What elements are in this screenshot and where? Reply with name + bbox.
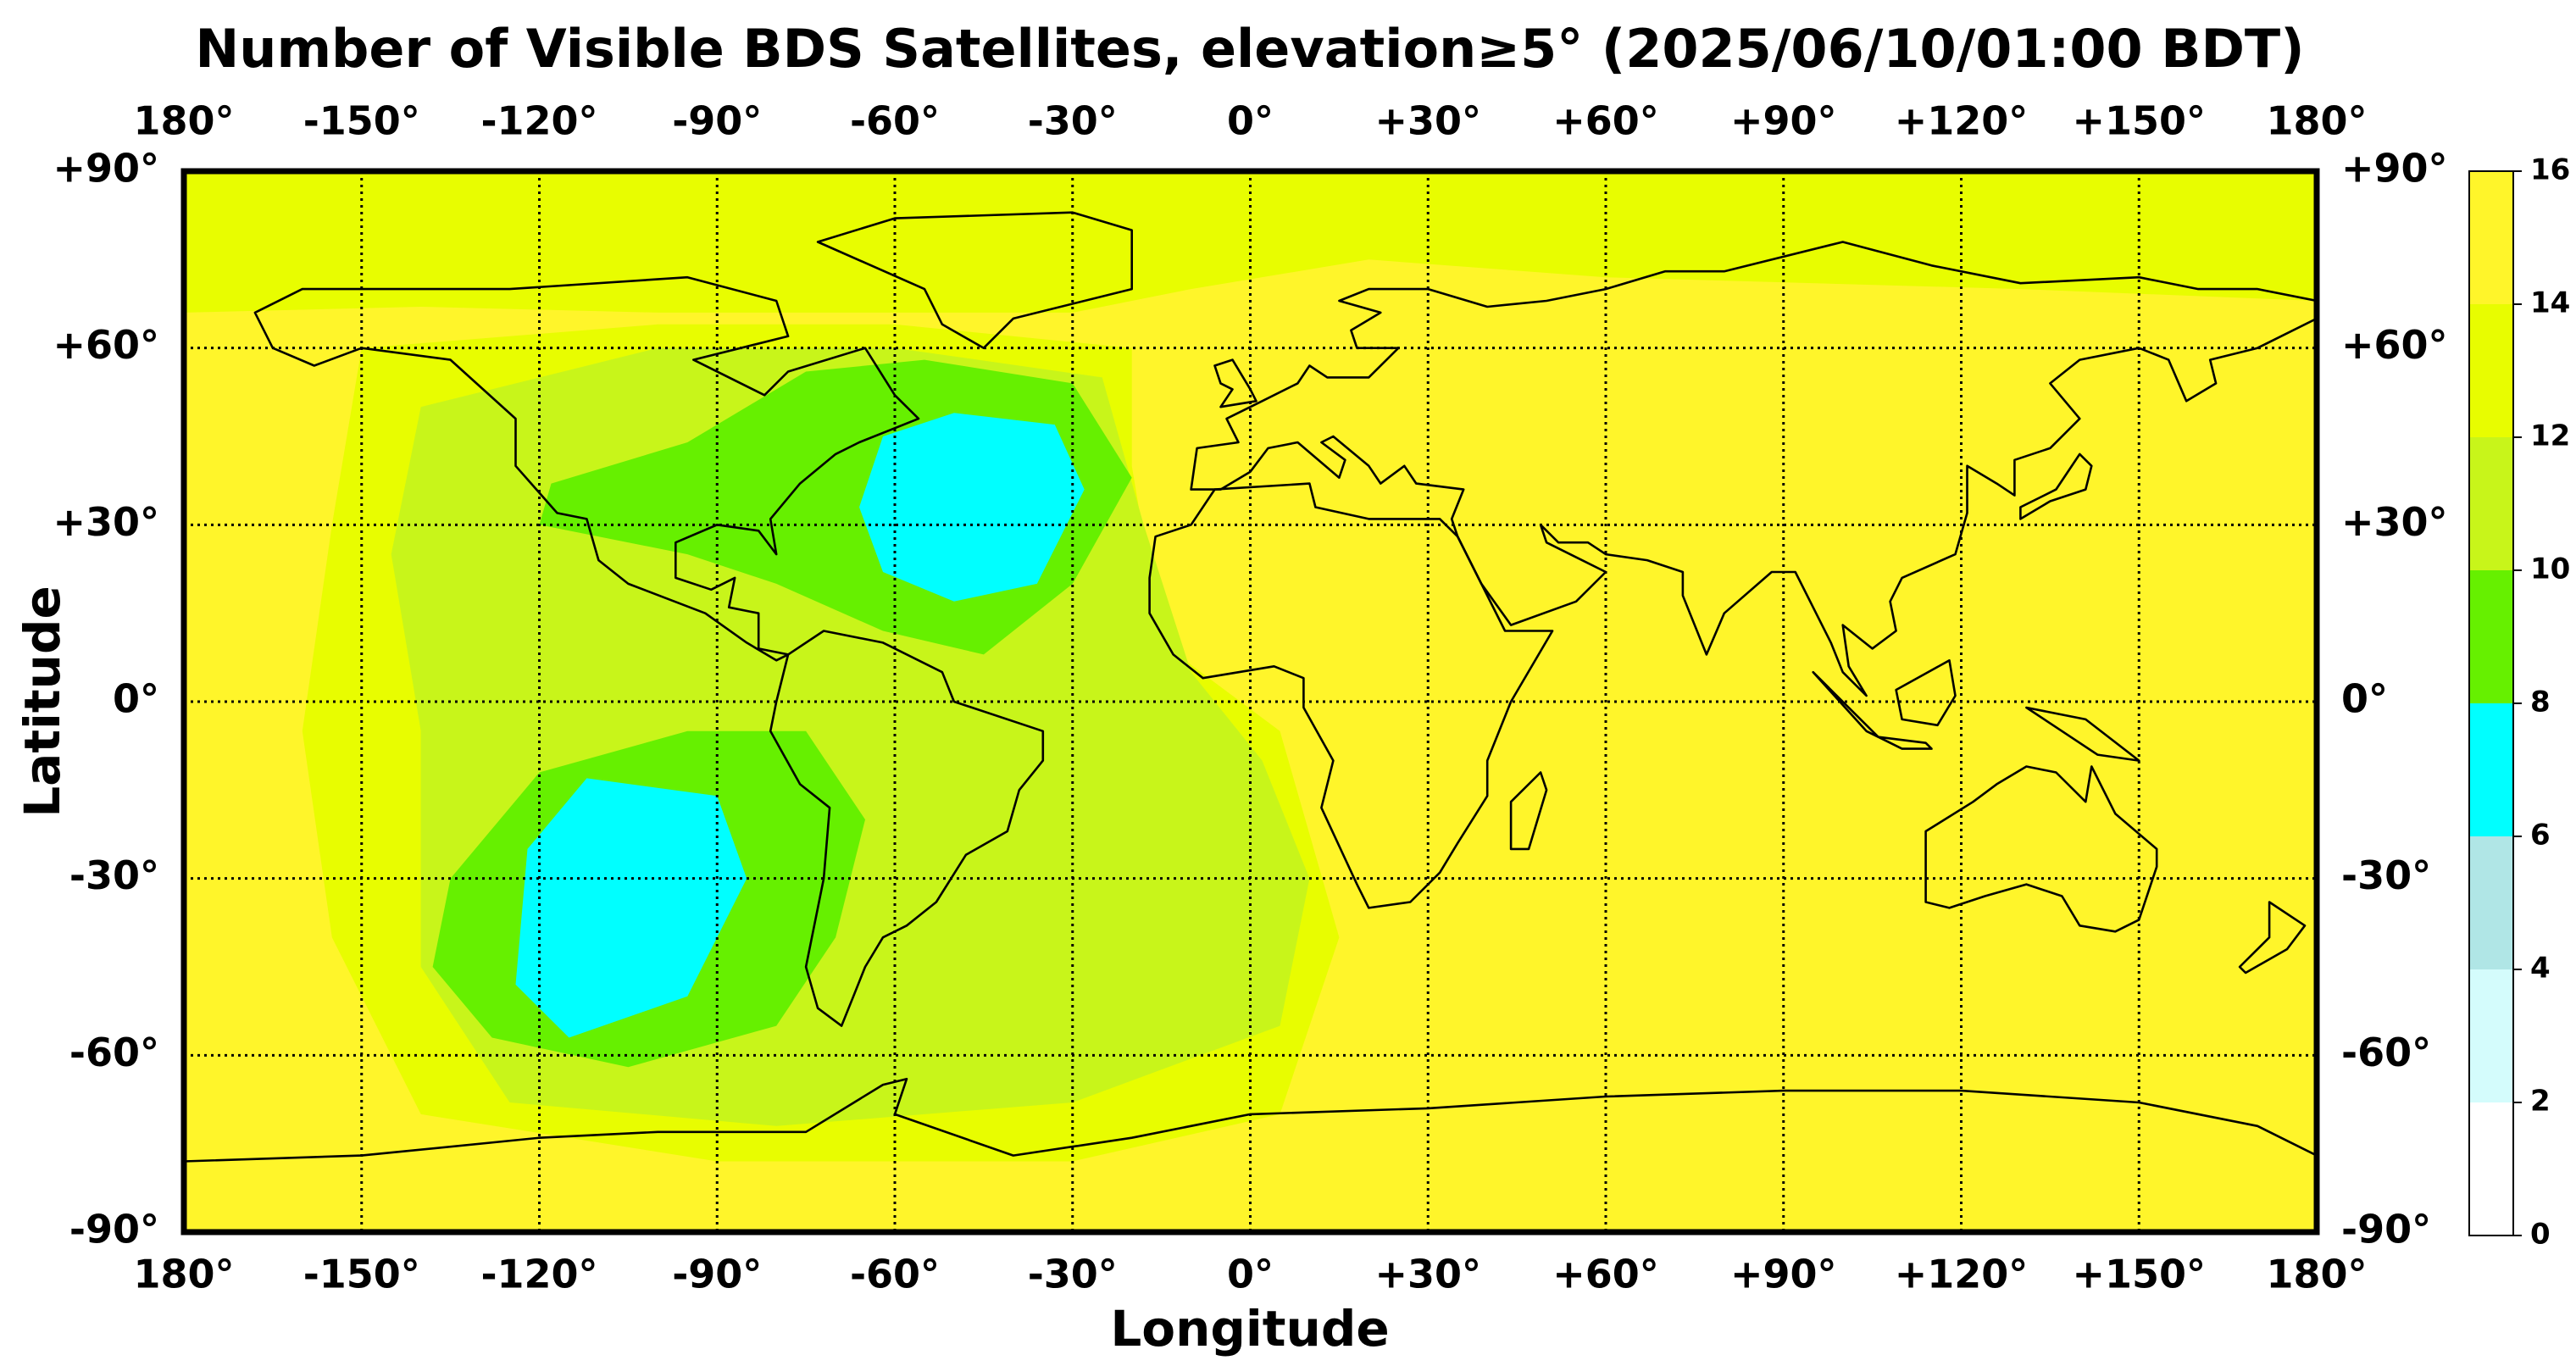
y-tick-label: +60° — [2341, 322, 2448, 368]
colorbar-tick-label: 12 — [2530, 419, 2570, 453]
x-tick-label: +60° — [1552, 98, 1659, 144]
x-tick-label: +150° — [2072, 1252, 2206, 1297]
count-region — [515, 778, 747, 1038]
colorbar-segment — [2469, 1102, 2513, 1236]
y-tick-label: +90° — [53, 146, 159, 192]
x-tick-label: +90° — [1730, 98, 1837, 144]
y-tick-label: +60° — [53, 322, 159, 368]
colorbar-segment — [2469, 570, 2513, 703]
x-tick-label: +60° — [1552, 1252, 1659, 1297]
coastline — [253, 275, 920, 662]
y-tick-label: +30° — [53, 499, 159, 545]
colorbar-tick-label: 4 — [2530, 952, 2551, 986]
x-axis-label: Longitude — [1110, 1300, 1389, 1358]
count-region — [859, 413, 1085, 602]
x-tick-label: +30° — [1374, 1252, 1481, 1297]
coastline — [1924, 765, 2158, 933]
coastline — [1190, 241, 2317, 697]
y-tick-label: -90° — [69, 1207, 159, 1252]
y-axis-label: Latitude — [14, 586, 71, 818]
y-tick-label: -30° — [2341, 852, 2431, 898]
coastline — [1213, 358, 1257, 408]
axes: 180° 180° -150° -150° -120° -120° -90° -90° -60°… — [53, 98, 2570, 1297]
x-tick-label: -60° — [850, 98, 940, 144]
x-tick-label: +90° — [1730, 1252, 1837, 1297]
x-tick-label: 180° — [133, 98, 234, 144]
colorbar-tick-label: 16 — [2530, 153, 2570, 187]
x-tick-label: +150° — [2072, 98, 2206, 144]
x-tick-label: +120° — [1895, 1252, 2029, 1297]
x-tick-label: 180° — [2266, 1252, 2367, 1297]
coastline — [816, 211, 1133, 350]
colorbar-segment — [2469, 437, 2513, 570]
colorbar-segment — [2469, 304, 2513, 437]
x-tick-label: 180° — [2266, 98, 2367, 144]
plot-frame — [180, 168, 2320, 1236]
x-tick-label: 0° — [1227, 1252, 1274, 1297]
colorbar-segment — [2469, 969, 2513, 1102]
colorbar-segment — [2469, 836, 2513, 969]
coastline — [1895, 658, 1957, 727]
x-tick-label: -120° — [480, 98, 597, 144]
colorbar-tick-label: 2 — [2530, 1085, 2551, 1119]
coastline — [1877, 736, 1933, 750]
y-tick-label: -30° — [69, 852, 159, 898]
coastline — [1509, 771, 1548, 851]
x-tick-label: -30° — [1028, 1252, 1118, 1297]
x-tick-label: -60° — [850, 1252, 940, 1297]
y-tick-label: +30° — [2341, 499, 2448, 545]
colorbar-tick-label: 0 — [2530, 1218, 2551, 1252]
coastline — [1148, 482, 1554, 909]
chart-title: Number of Visible BDS Satellites, elevat… — [195, 18, 2304, 80]
colorbar-tick-label: 6 — [2530, 819, 2551, 852]
x-tick-label: -150° — [303, 98, 420, 144]
y-tick-label: -60° — [2341, 1030, 2431, 1075]
x-tick-label: -150° — [303, 1252, 420, 1297]
y-tick-label: -60° — [69, 1030, 159, 1075]
coastline — [2025, 706, 2140, 762]
x-tick-label: +120° — [1895, 98, 2029, 144]
coastline — [2019, 453, 2093, 520]
colorbar-segment — [2469, 703, 2513, 836]
x-tick-label: 0° — [1227, 98, 1274, 144]
x-tick-label: -90° — [672, 1252, 762, 1297]
coastline — [184, 1077, 2317, 1163]
coastline — [2238, 901, 2307, 975]
y-tick-label: -90° — [2341, 1207, 2431, 1252]
x-tick-label: 180° — [133, 1252, 234, 1297]
x-tick-label: +30° — [1374, 98, 1481, 144]
colorbar-tick-label: 14 — [2530, 286, 2570, 320]
y-tick-label: +90° — [2341, 146, 2448, 192]
y-tick-label: 0° — [2341, 676, 2388, 722]
colorbar-segment — [2469, 171, 2513, 304]
y-tick-label: 0° — [113, 676, 159, 722]
colorbar-tick-label: 10 — [2530, 553, 2570, 586]
x-tick-label: -90° — [672, 98, 762, 144]
colorbar-tick-label: 8 — [2530, 686, 2551, 719]
x-tick-label: -120° — [480, 1252, 597, 1297]
x-tick-label: -30° — [1028, 98, 1118, 144]
